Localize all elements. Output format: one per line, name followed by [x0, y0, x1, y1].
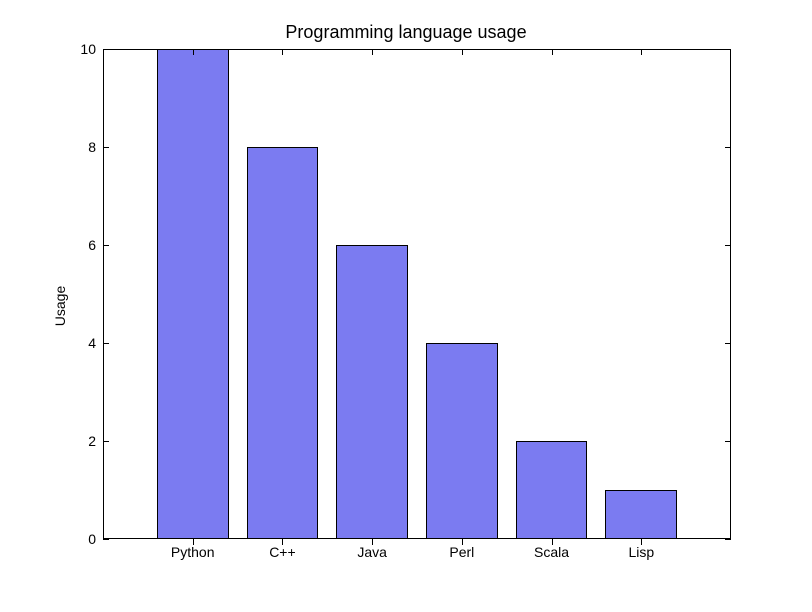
ytick-mark: [103, 539, 109, 540]
xtick-mark: [552, 539, 553, 545]
ytick-label: 8: [66, 139, 96, 155]
xtick-label: Python: [171, 544, 215, 560]
xtick-mark: [282, 49, 283, 55]
ytick-mark: [725, 343, 731, 344]
ytick-label: 10: [66, 41, 96, 57]
ytick-mark: [103, 343, 109, 344]
xtick-mark: [552, 49, 553, 55]
xtick-label: Lisp: [628, 544, 654, 560]
ytick-label: 0: [66, 531, 96, 547]
ytick-label: 2: [66, 433, 96, 449]
y-axis-label: Usage: [52, 286, 68, 326]
bar: [247, 147, 319, 539]
xtick-mark: [462, 49, 463, 55]
bar: [157, 49, 229, 539]
ytick-mark: [103, 147, 109, 148]
ytick-mark: [725, 49, 731, 50]
xtick-mark: [641, 539, 642, 545]
ytick-mark: [725, 441, 731, 442]
chart-title: Programming language usage: [285, 22, 526, 43]
ytick-mark: [103, 49, 109, 50]
ytick-mark: [103, 441, 109, 442]
bar: [426, 343, 498, 539]
ytick-mark: [725, 147, 731, 148]
xtick-mark: [372, 49, 373, 55]
bar: [516, 441, 588, 539]
xtick-label: Scala: [534, 544, 569, 560]
ytick-label: 4: [66, 335, 96, 351]
xtick-mark: [372, 539, 373, 545]
xtick-mark: [282, 539, 283, 545]
bar: [605, 490, 677, 539]
ytick-mark: [725, 539, 731, 540]
xtick-mark: [193, 49, 194, 55]
bar: [336, 245, 408, 539]
ytick-label: 6: [66, 237, 96, 253]
chart-container: Programming language usage Usage 0 2 4 6 8 10…: [0, 0, 812, 612]
xtick-label: Java: [357, 544, 387, 560]
xtick-label: C++: [269, 544, 295, 560]
ytick-mark: [725, 245, 731, 246]
xtick-mark: [462, 539, 463, 545]
xtick-mark: [193, 539, 194, 545]
xtick-label: Perl: [449, 544, 474, 560]
ytick-mark: [103, 245, 109, 246]
xtick-mark: [641, 49, 642, 55]
